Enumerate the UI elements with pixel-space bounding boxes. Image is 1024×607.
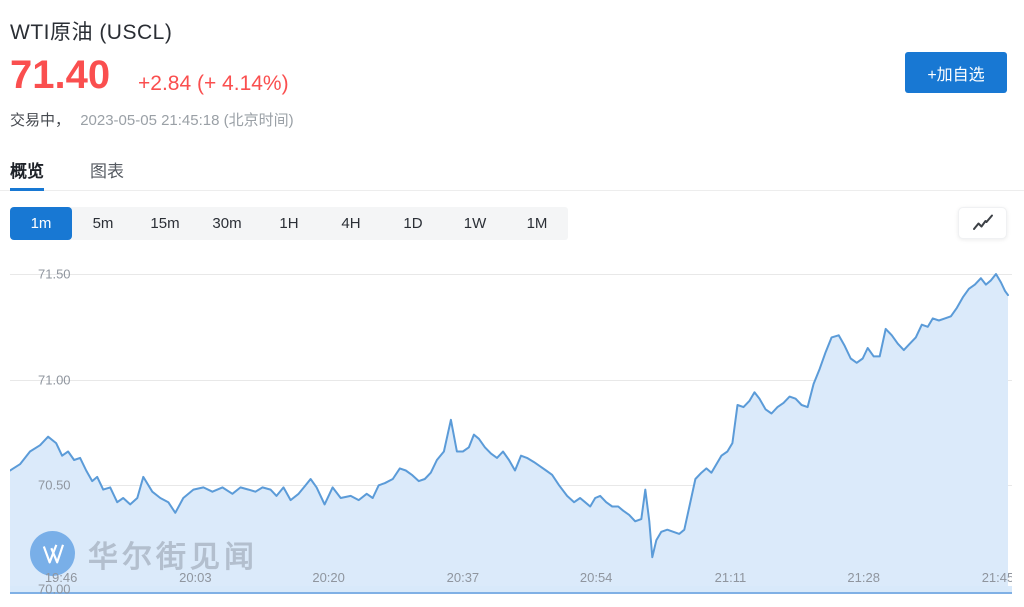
area-fill [10, 274, 1008, 591]
watermark-brand: 华尔街见闻 [88, 540, 258, 574]
instrument-title: WTI原油 (USCL) [10, 21, 173, 44]
quote-timestamp: 2023-05-05 21:45:18 (北京时间) [80, 112, 294, 129]
chart-type-button[interactable] [958, 207, 1007, 239]
add-watchlist-button[interactable]: +加自选 [905, 52, 1007, 93]
range-button-1D[interactable]: 1D [382, 207, 444, 240]
timeframe-toolbar: 1m 5m 15m 30m 1H 4H 1D 1W 1M [10, 207, 568, 240]
gridline-71.50 [10, 274, 1012, 275]
range-button-4H[interactable]: 4H [320, 207, 382, 240]
trading-status: 交易中， 2023-05-05 21:45:18 (北京时间) [10, 109, 294, 130]
range-button-1H[interactable]: 1H [258, 207, 320, 240]
line-chart-icon [972, 214, 993, 230]
price-line [10, 273, 1009, 559]
price-area-chart[interactable] [10, 256, 1012, 596]
range-button-5m[interactable]: 5m [72, 207, 134, 240]
price-chart[interactable]: 华尔街见闻 71.50 71.00 70.50 70.00 19:46 20:03 20:2… [10, 256, 1012, 596]
range-button-30m[interactable]: 30m [196, 207, 258, 240]
range-button-15m[interactable]: 15m [134, 207, 196, 240]
price-change: +2.84 (+ 4.14%) [138, 72, 289, 95]
wscn-w-logo-icon [30, 531, 75, 576]
tab-overview[interactable]: 概览 [10, 152, 44, 191]
range-button-1M[interactable]: 1M [506, 207, 568, 240]
trading-status-label: 交易中， [10, 112, 71, 129]
chart-scrollbar[interactable] [10, 586, 1012, 594]
tab-chart[interactable]: 图表 [90, 162, 124, 181]
tab-bar: 概览 图表 [0, 152, 1024, 191]
gridline-71.00 [10, 379, 1012, 381]
watermark: 华尔街见闻 [30, 531, 258, 576]
last-price: 71.40 [10, 53, 111, 97]
range-button-1m[interactable]: 1m [10, 207, 72, 240]
range-button-1W[interactable]: 1W [444, 207, 506, 240]
